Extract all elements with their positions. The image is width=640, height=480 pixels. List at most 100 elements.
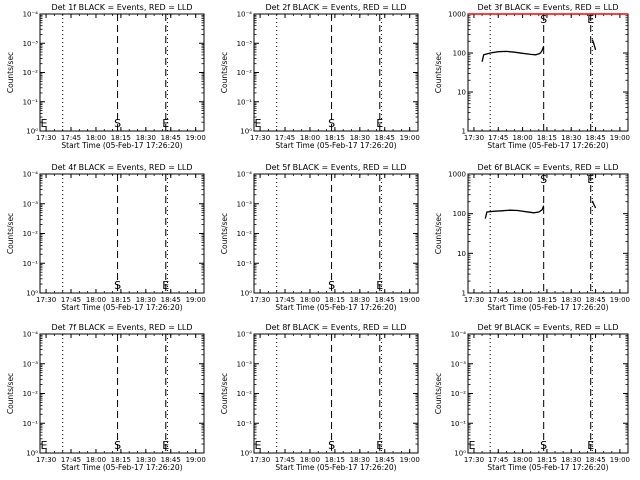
plot-frame	[467, 333, 629, 454]
marker-label-e: E	[587, 173, 594, 186]
plot-frame	[467, 173, 629, 294]
y-tick-label: 10⁻³	[23, 360, 39, 368]
y-tick-label: 1000	[448, 11, 466, 19]
x-tick-label: 17:30	[464, 456, 484, 464]
panel-title: Det 2f BLACK = Events, RED = LLD	[265, 3, 406, 12]
panel-det-6: Det 6f BLACK = Events, RED = LLD 1 10 100 10…	[434, 163, 630, 312]
x-tick-label: 17:45	[61, 456, 81, 464]
y-axis-label: Counts/sec	[434, 213, 443, 254]
panel-det-9: Det 9f BLACK = Events, RED = LLD 10⁰ 10⁻¹ 1…	[434, 323, 630, 472]
x-tick-label: 18:45	[161, 134, 181, 142]
x-tick-label: 18:15	[325, 134, 345, 142]
x-axis-label: Start Time (05-Feb-17 17:26:20)	[487, 463, 608, 472]
plot-frame	[39, 13, 205, 132]
x-tick-label: 18:15	[325, 456, 345, 464]
marker-label-s: S	[540, 439, 547, 452]
x-tick-label: 18:00	[300, 456, 320, 464]
marker-label-e: E	[376, 117, 383, 130]
y-tick-label: 10⁻²	[23, 390, 39, 398]
x-tick-label: 18:15	[111, 456, 131, 464]
x-tick-label: 19:00	[400, 296, 420, 304]
y-tick-label: 10⁻¹	[237, 420, 253, 428]
y-tick-label: 10⁻²	[23, 69, 39, 77]
y-tick-label: 10⁰	[240, 450, 252, 458]
plot-frame	[253, 13, 419, 132]
y-axis-label: Counts/sec	[220, 52, 229, 93]
x-tick-label: 19:00	[186, 296, 206, 304]
plot-frame	[467, 13, 629, 132]
marker-label-s: S	[114, 279, 121, 292]
y-tick-label: 10⁻¹	[237, 98, 253, 106]
plot-frame	[39, 173, 205, 294]
y-tick-label: 10⁻¹	[237, 260, 253, 268]
panel-det-3: Det 3f BLACK = Events, RED = LLD 1 10 100 10…	[434, 3, 630, 150]
x-tick-label: 17:45	[61, 296, 81, 304]
y-tick-label: 1	[462, 290, 466, 298]
y-tick-label: 10⁻¹	[23, 260, 39, 268]
y-axis-label: Counts/sec	[220, 373, 229, 414]
y-tick-label: 10⁻²	[451, 390, 467, 398]
x-tick-label: 18:00	[300, 134, 320, 142]
y-tick-label: 10⁰	[240, 128, 252, 136]
y-axis-label: Counts/sec	[6, 52, 15, 93]
marker-label-e: E	[376, 279, 383, 292]
y-axis-label: Counts/sec	[6, 373, 15, 414]
x-tick-label: 18:30	[350, 296, 370, 304]
x-tick-label: 18:00	[513, 456, 533, 464]
y-tick-label: 10⁻⁴	[23, 11, 39, 19]
panel-title: Det 3f BLACK = Events, RED = LLD	[477, 3, 618, 12]
panel-title: Det 6f BLACK = Events, RED = LLD	[477, 163, 618, 172]
x-tick-label: 18:45	[375, 296, 395, 304]
marker-label-s: S	[328, 117, 335, 130]
panel-det-2: Det 2f BLACK = Events, RED = LLD 10⁰ 10⁻¹ 1…	[220, 3, 420, 150]
x-tick-label: 17:30	[36, 296, 56, 304]
x-tick-label: 17:45	[275, 296, 295, 304]
marker-label-s: S	[114, 439, 121, 452]
y-tick-label: 10⁰	[240, 290, 252, 298]
y-tick-label: 10⁰	[26, 450, 38, 458]
x-tick-label: 19:00	[610, 296, 630, 304]
y-tick-label: 100	[453, 210, 466, 218]
events-series-line	[591, 39, 597, 51]
x-tick-label: 17:30	[250, 134, 270, 142]
x-axis-label: Start Time (05-Feb-17 17:26:20)	[61, 463, 182, 472]
marker-label-e: E	[587, 13, 594, 26]
plot-frame	[253, 333, 419, 454]
y-axis-label: Counts/sec	[434, 373, 443, 414]
y-tick-label: 100	[453, 50, 466, 58]
panel-title: Det 1f BLACK = Events, RED = LLD	[51, 3, 192, 12]
marker-label-e: E	[376, 439, 383, 452]
x-tick-label: 18:00	[86, 456, 106, 464]
x-tick-label: 17:45	[488, 296, 508, 304]
x-tick-label: 17:45	[488, 134, 508, 142]
y-tick-label: 10⁻⁴	[23, 171, 39, 179]
x-tick-label: 19:00	[400, 134, 420, 142]
x-axis-label: Start Time (05-Feb-17 17:26:20)	[275, 141, 396, 150]
x-tick-label: 18:45	[161, 296, 181, 304]
y-axis-label: Counts/sec	[220, 213, 229, 254]
marker-label-e: E	[162, 279, 169, 292]
x-tick-label: 18:30	[561, 134, 581, 142]
x-axis-label: Start Time (05-Feb-17 17:26:20)	[487, 141, 608, 150]
x-axis-label: Start Time (05-Feb-17 17:26:20)	[275, 463, 396, 472]
y-tick-label: 10	[457, 89, 466, 97]
y-tick-label: 10⁻³	[23, 200, 39, 208]
panel-title: Det 8f BLACK = Events, RED = LLD	[265, 323, 406, 332]
events-series-line	[591, 200, 597, 209]
x-tick-label: 19:00	[610, 134, 630, 142]
y-tick-label: 10⁻¹	[451, 420, 467, 428]
y-tick-label: 10⁻⁴	[237, 331, 253, 339]
y-tick-label: 10⁻³	[237, 200, 253, 208]
events-series-line	[484, 205, 545, 219]
y-axis-label: Counts/sec	[434, 52, 443, 93]
y-tick-label: 10	[457, 250, 466, 258]
y-tick-label: 1	[462, 128, 466, 136]
y-tick-label: 10⁻¹	[23, 420, 39, 428]
y-tick-label: 10⁰	[26, 128, 38, 136]
x-tick-label: 18:00	[86, 296, 106, 304]
x-tick-label: 18:30	[350, 456, 370, 464]
panel-title: Det 7f BLACK = Events, RED = LLD	[51, 323, 192, 332]
x-tick-label: 17:30	[250, 296, 270, 304]
y-tick-label: 10⁻³	[237, 40, 253, 48]
